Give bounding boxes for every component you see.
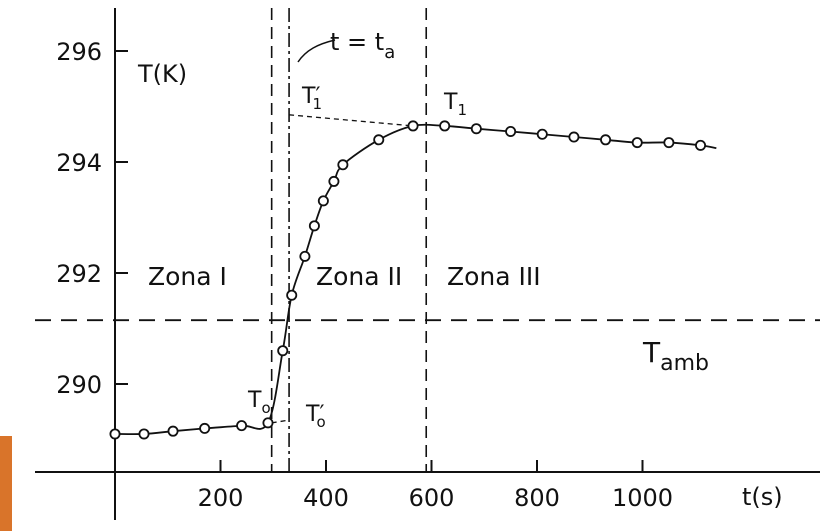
data-point — [470, 123, 482, 135]
t1-prime-subscript: 1 — [312, 95, 322, 113]
data-point — [277, 345, 289, 357]
data-point — [439, 120, 451, 132]
data-point — [373, 134, 385, 146]
data-point — [328, 175, 340, 187]
t1-subscript: 1 — [457, 101, 467, 119]
x-axis-label: t(s) — [742, 483, 783, 511]
data-point — [138, 428, 150, 440]
x-tick-label: 1000 — [612, 484, 673, 512]
t0-extrapolation-line — [271, 419, 290, 424]
data-point — [317, 195, 329, 207]
ta-leader-line — [297, 39, 336, 63]
data-point — [337, 159, 349, 171]
data-point — [631, 137, 643, 149]
zone-2-label: Zona II — [316, 262, 402, 291]
t1-prime-label: T′1 — [301, 84, 322, 113]
data-point — [199, 422, 211, 434]
t0-prime-label: T′o — [305, 402, 326, 431]
ta-label: t = ta — [330, 28, 395, 63]
zone-3-label: Zona III — [447, 262, 541, 291]
data-point — [600, 134, 612, 146]
x-tick-label: 400 — [303, 484, 349, 512]
data-point — [663, 137, 675, 149]
data-point — [236, 420, 248, 432]
t1-extrapolation-line — [289, 114, 414, 127]
ta-subscript: a — [384, 42, 395, 63]
data-point — [299, 250, 311, 262]
t1-main: T — [443, 90, 458, 115]
t-amb-subscript: amb — [660, 351, 709, 376]
t0-prime-main: T′ — [305, 402, 324, 427]
data-points — [109, 120, 707, 440]
ticks: 200 400 600 800 1000 290 292 294 296 — [56, 38, 673, 512]
data-point — [568, 131, 580, 143]
x-tick-label: 800 — [514, 484, 560, 512]
t-amb-label: Tamb — [642, 336, 709, 376]
t0-label: To — [247, 388, 271, 417]
t1-label: T1 — [443, 90, 467, 119]
data-point — [695, 139, 707, 151]
data-point — [167, 425, 179, 437]
t0-prime-subscript: o — [316, 413, 325, 431]
t0-subscript: o — [261, 399, 270, 417]
x-tick-label: 200 — [198, 484, 244, 512]
t-amb-main: T — [642, 336, 661, 369]
data-point — [286, 289, 298, 301]
x-tick-label: 600 — [409, 484, 455, 512]
data-point — [109, 428, 121, 440]
data-point — [536, 128, 548, 140]
y-tick-label: 296 — [56, 38, 102, 66]
data-point — [505, 125, 517, 137]
y-tick-label: 294 — [56, 149, 102, 177]
y-tick-label: 292 — [56, 260, 102, 288]
t0-main: T — [247, 388, 262, 413]
data-point — [407, 120, 419, 132]
ta-main: t = t — [330, 28, 384, 56]
y-axis-label: T(K) — [137, 60, 187, 88]
y-tick-label: 290 — [56, 371, 102, 399]
data-point — [262, 417, 274, 429]
zone-1-label: Zona I — [148, 262, 227, 291]
data-point — [308, 220, 320, 232]
t1-prime-main: T′ — [301, 84, 320, 109]
edge-accent-strip — [0, 436, 12, 531]
